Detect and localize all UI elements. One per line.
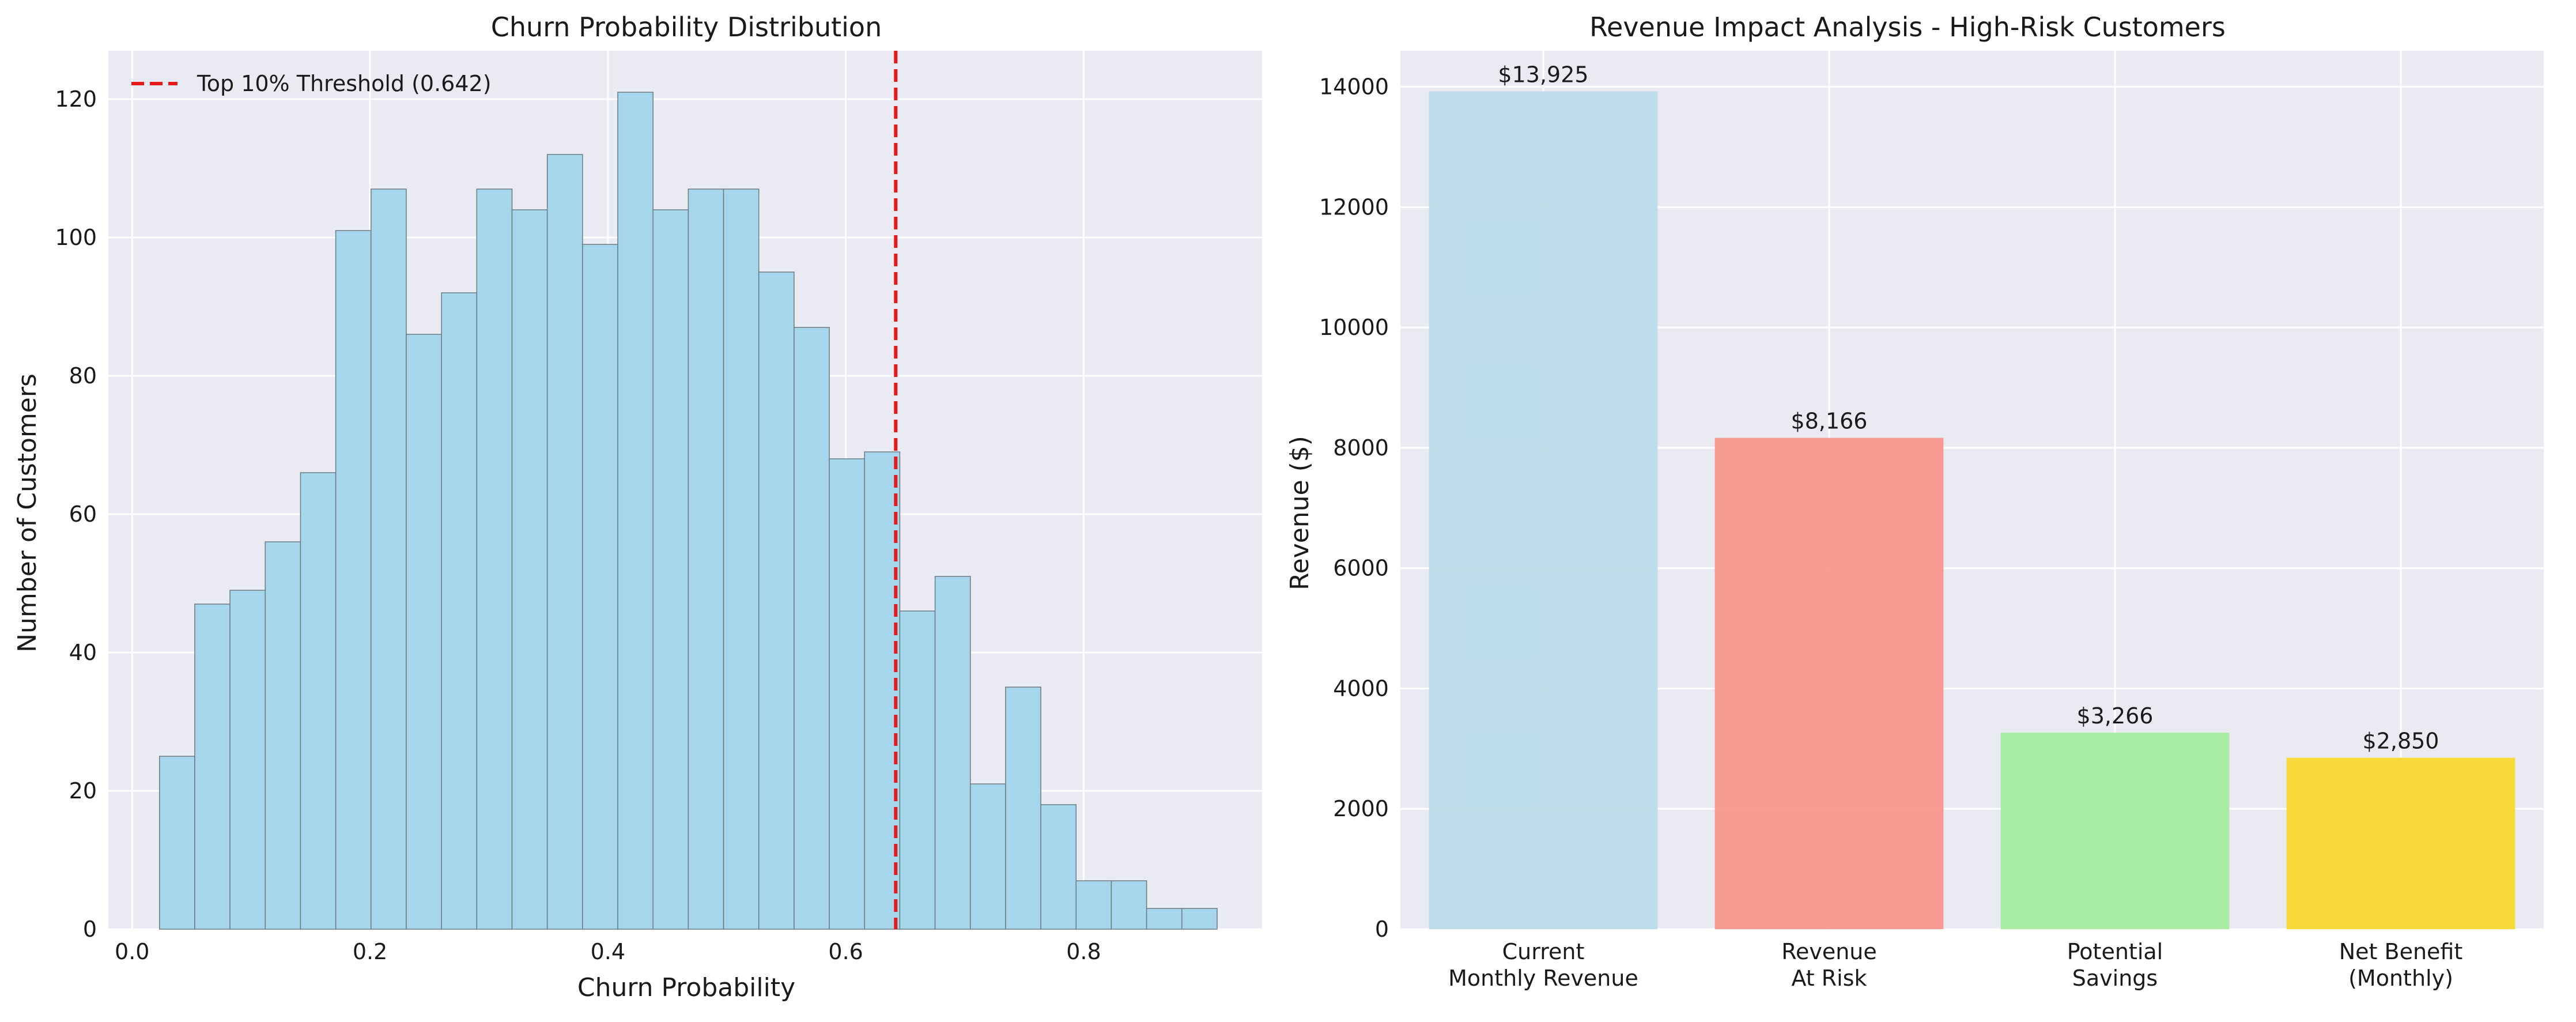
revenue-bar [2286,757,2515,929]
revenue-category-label: Current [1502,939,1585,964]
revenue-category-label: Monthly Revenue [1448,966,1638,991]
revenue-bar [2000,733,2230,929]
histogram-bar [794,327,830,930]
histogram-x-tick-label: 0.2 [353,939,387,964]
revenue-category-label: Savings [2072,966,2158,991]
histogram-bar [934,576,971,930]
histogram-y-tick-label: 120 [55,86,97,112]
histogram-bar [1111,880,1147,930]
histogram-bar [194,604,231,930]
histogram-bar [864,451,901,930]
revenue-y-tick-label: 14000 [1319,74,1389,100]
revenue-category-label: Revenue [1781,939,1877,964]
histogram-bar [229,590,266,930]
histogram-bar [335,230,372,930]
histogram-title: Churn Probability Distribution [491,12,882,43]
histogram-bar [476,188,513,930]
revenue-bar-value-label: $2,850 [2363,729,2439,754]
histogram-bar [758,271,795,930]
revenue-bar [1429,91,1658,930]
revenue-bar-value-label: $8,166 [1791,409,1868,434]
histogram-x-tick-label: 0.6 [828,939,863,964]
histogram-bar [406,334,442,930]
revenue-y-tick-label: 4000 [1333,676,1389,701]
revenue-y-tick-label: 2000 [1333,796,1389,821]
histogram-bar [265,541,301,930]
histogram-y-axis-label: Number of Customers [13,374,42,653]
revenue-bar [1714,438,1944,929]
histogram-ticks: 0.0 0.2 0.4 0.6 0.8 0 20 40 60 80 100 120 [55,86,1101,964]
revenue-y-tick-label: 6000 [1333,556,1389,581]
revenue-ticks: 0 2000 4000 6000 8000 10000 12000 14000 CurrentM… [1319,74,2462,991]
revenue-y-tick-label: 8000 [1333,435,1389,461]
revenue-title: Revenue Impact Analysis - High-Risk Cust… [1589,12,2226,43]
histogram-bar [546,154,583,930]
histogram-legend: Top 10% Threshold (0.642) [131,71,492,96]
histogram-bar [899,610,936,930]
histogram-y-tick-label: 80 [69,363,97,389]
revenue-category-label: Net Benefit [2339,939,2463,964]
histogram-x-tick-label: 0.8 [1066,939,1101,964]
histogram-x-axis-label: Churn Probability [577,973,795,1002]
histogram-bar [441,292,478,930]
revenue-y-axis-label: Revenue ($) [1285,436,1315,590]
histogram-bar [1181,908,1218,930]
histogram-bar [300,472,337,930]
histogram-bar [371,188,407,930]
histogram-bar [688,188,724,930]
histogram-bar [1005,687,1041,930]
histogram-bar [158,756,195,930]
histogram-y-tick-label: 60 [69,501,97,527]
histogram-y-tick-label: 20 [69,778,97,804]
histogram-y-tick-label: 0 [83,917,97,942]
revenue-bar-value-label: $13,925 [1498,62,1588,87]
revenue-bars: $13,925 $8,166 $3,266 $2,850 [1429,62,2515,930]
revenue-category-label: At Risk [1791,966,1867,991]
histogram-bar [970,783,1006,930]
histogram-bar [723,188,760,930]
histogram-y-tick-label: 100 [55,225,97,250]
histogram-bar [511,209,548,930]
histogram-bar [1075,880,1112,930]
histogram-bars [158,92,1218,930]
revenue-panel: Revenue Impact Analysis - High-Risk Cust… [1285,12,2544,991]
legend-threshold-label: Top 10% Threshold (0.642) [197,71,492,96]
histogram-y-tick-label: 40 [69,640,97,665]
histogram-x-tick-label: 0.0 [115,939,149,964]
histogram-x-tick-label: 0.4 [591,939,625,964]
revenue-y-tick-label: 0 [1375,917,1389,942]
histogram-bar [1040,804,1077,930]
revenue-y-tick-label: 12000 [1319,194,1389,220]
histogram-panel: Churn Probability Distribution 0.0 0.2 0.4… [13,12,1262,1002]
revenue-category-label: Potential [2067,939,2163,964]
histogram-bar [829,458,865,930]
revenue-bar-value-label: $3,266 [2077,703,2154,729]
histogram-bar [1146,908,1183,930]
histogram-bar [617,92,654,930]
revenue-y-tick-label: 10000 [1319,315,1389,340]
histogram-bar [582,244,618,930]
histogram-bar [652,209,689,930]
revenue-category-label: (Monthly) [2348,966,2453,991]
